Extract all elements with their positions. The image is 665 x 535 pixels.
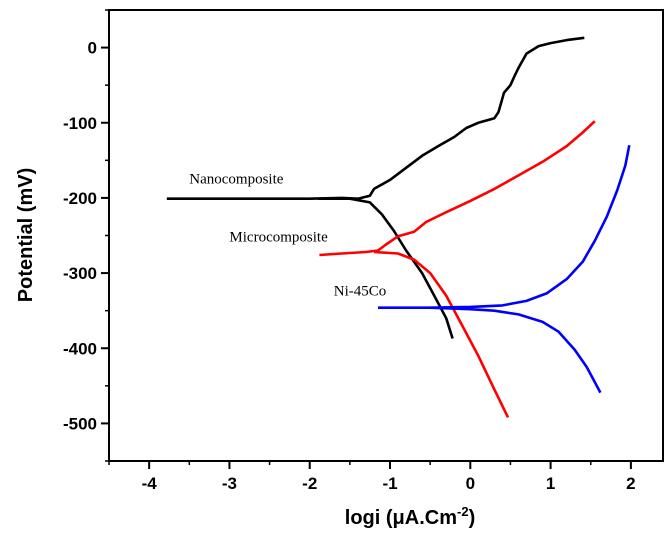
x-axis-title-exp: -2 (457, 504, 469, 519)
y-tick-label: 0 (88, 39, 97, 58)
x-axis-title-close: ) (469, 507, 476, 529)
x-tick-label: 2 (626, 474, 635, 493)
x-tick-label: -1 (382, 474, 397, 493)
x-tick-label: -4 (142, 474, 158, 493)
series-line-microcomposite-cathodic (373, 250, 510, 418)
series-line-microcomposite-anodic (319, 120, 596, 257)
y-tick-label: -300 (63, 264, 97, 283)
series-labels: Nanocomposite Microcomposite Ni-45Co (189, 172, 386, 300)
y-tick-label: -200 (63, 189, 97, 208)
series-line-ni-45co-cathodic (430, 306, 602, 394)
axis-tick-labels: -4 -3 -2 -1 0 1 2 0 -100 -200 -300 -400 -500 (63, 39, 636, 493)
plot-frame (108, 9, 664, 462)
series-label-microcomposite: Microcomposite (229, 230, 328, 246)
y-tick-label: -400 (63, 339, 97, 358)
y-axis-title: Potential (mV) (15, 168, 37, 302)
x-tick-label: -2 (302, 474, 317, 493)
x-tick-label: -3 (222, 474, 237, 493)
y-tick-label: -500 (63, 414, 97, 433)
x-axis-title-main: logi (μA.Cm (345, 507, 457, 529)
series-label-ni-45co: Ni-45Co (334, 284, 387, 300)
data-series (166, 36, 631, 418)
series-line-nanocomposite-anodic (166, 36, 585, 200)
y-tick-label: -100 (63, 114, 97, 133)
x-axis-title: logi (μA.Cm-2) (345, 504, 475, 529)
axis-ticks (101, 9, 632, 469)
series-line-ni-45co-anodic (378, 145, 631, 310)
series-label-nanocomposite: Nanocomposite (189, 172, 283, 188)
x-tick-label: 0 (466, 474, 475, 493)
x-tick-label: 1 (546, 474, 555, 493)
